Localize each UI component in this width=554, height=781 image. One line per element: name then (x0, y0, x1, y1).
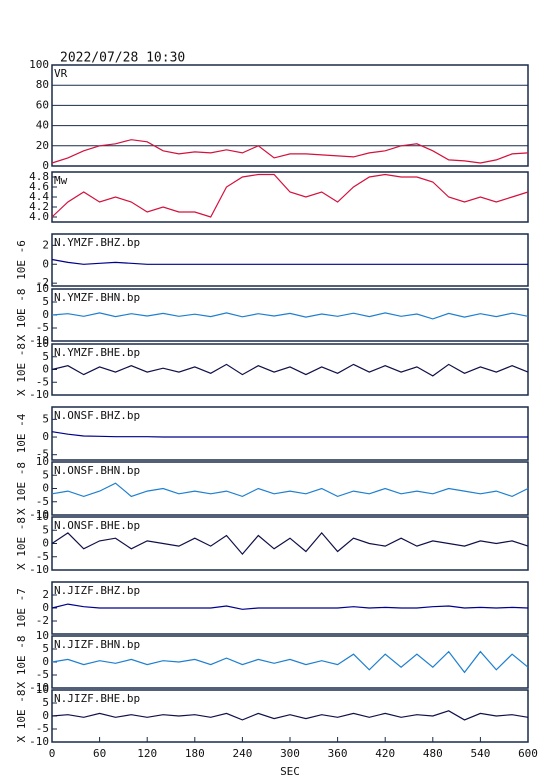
y-tick-label: 20 (36, 139, 49, 152)
y-tick-label: 0 (42, 601, 49, 614)
y-tick-label: 0 (42, 159, 49, 172)
y-tick-label: 10 (36, 629, 49, 642)
y-tick-label: 0 (42, 308, 49, 321)
series-line (51, 650, 529, 674)
y-tick-label: 0 (42, 430, 49, 443)
y-tick-label: 60 (36, 98, 49, 111)
y-axis-label: X 10E -8 (15, 517, 28, 570)
y-axis-label: 10E -6 (15, 240, 28, 280)
y-tick-label: 0 (42, 482, 49, 495)
panel-frame (51, 64, 529, 167)
y-tick-label: 0 (42, 655, 49, 668)
panel-title: N.JIZF.BHZ.bp (54, 584, 140, 597)
x-tick-label: 540 (470, 747, 490, 760)
x-tick-label: 60 (93, 747, 106, 760)
x-tick-label: 600 (518, 747, 538, 760)
y-tick-label: -5 (36, 550, 49, 563)
y-axis-label: 10E -7 (15, 588, 28, 628)
x-tick-label: 480 (423, 747, 443, 760)
y-tick-label: -10 (29, 508, 49, 521)
y-tick-label: 80 (36, 78, 49, 91)
y-tick-label: 100 (29, 58, 49, 71)
y-tick-label: -5 (36, 495, 49, 508)
y-tick-label: -10 (29, 563, 49, 576)
y-tick-label: 10 (36, 510, 49, 523)
y-tick-label: -5 (36, 448, 49, 461)
y-tick-label: 4.4 (29, 190, 49, 203)
series-line (51, 603, 529, 610)
y-tick-label: -2 (36, 276, 49, 289)
y-tick-label: 0 (42, 257, 49, 270)
series-line (51, 139, 529, 164)
x-tick-label: 180 (185, 747, 205, 760)
y-tick-label: -10 (29, 735, 49, 748)
panel-title: N.ONSF.BHN.bp (54, 464, 140, 477)
y-tick-label: 5 (42, 523, 49, 536)
panel-title: N.ONSF.BHE.bp (54, 519, 140, 532)
y-axis-label: X 10E -8 (15, 690, 28, 743)
series-line (51, 258, 528, 265)
y-tick-label: 2 (42, 588, 49, 601)
y-tick-label: 10 (36, 683, 49, 696)
x-tick-label: 120 (137, 747, 157, 760)
y-tick-label: -10 (29, 334, 49, 347)
series-line (51, 431, 528, 438)
y-tick-label: 5 (42, 468, 49, 481)
series-line (51, 710, 529, 721)
y-tick-label: 5 (42, 295, 49, 308)
series-line (51, 312, 529, 320)
panel-title: N.JIZF.BHN.bp (54, 638, 140, 651)
y-tick-label: -5 (36, 722, 49, 735)
x-tick-label: 300 (280, 747, 300, 760)
panel-title: Mw (54, 174, 68, 187)
y-tick-label: 2 (42, 238, 49, 251)
y-tick-label: 4.2 (29, 200, 49, 213)
y-tick-label: 5 (42, 696, 49, 709)
y-axis-label: X 10E -8 (15, 462, 28, 515)
x-tick-label: 240 (232, 747, 252, 760)
series-line (51, 173, 529, 218)
panel-title: N.YMZF.BHE.bp (54, 346, 140, 359)
y-tick-label: 0 (42, 537, 49, 550)
panel-title: VR (54, 67, 68, 80)
series-line (51, 482, 529, 498)
y-tick-label: -10 (29, 388, 49, 401)
y-tick-label: 10 (36, 337, 49, 350)
panel-title: N.JIZF.BHE.bp (54, 692, 140, 705)
x-tick-label: 0 (49, 747, 56, 760)
x-axis-label: SEC (280, 765, 300, 778)
x-tick-label: 420 (375, 747, 395, 760)
y-tick-label: 5 (42, 642, 49, 655)
y-axis-label: X 10E -8 (15, 289, 28, 342)
y-tick-label: 4.8 (29, 170, 49, 183)
y-tick-label: 0 (42, 363, 49, 376)
y-tick-label: -5 (36, 321, 49, 334)
y-tick-label: -5 (36, 375, 49, 388)
y-axis-label: X 10E -8 (15, 343, 28, 396)
y-tick-label: 5 (42, 350, 49, 363)
panel-title: N.YMZF.BHZ.bp (54, 236, 140, 249)
y-tick-label: -5 (36, 668, 49, 681)
y-tick-label: 40 (36, 119, 49, 132)
series-line (51, 531, 529, 556)
y-tick-label: 10 (36, 282, 49, 295)
y-tick-label: -2 (36, 614, 49, 627)
y-tick-label: -10 (29, 681, 49, 694)
y-tick-label: 4.0 (29, 210, 49, 223)
timestamp: 2022/07/28 10:30 (60, 51, 185, 66)
x-tick-label: 360 (328, 747, 348, 760)
panel-frame (51, 171, 529, 223)
panel-title: N.YMZF.BHN.bp (54, 291, 140, 304)
y-tick-label: 10 (36, 455, 49, 468)
panel-title: N.ONSF.BHZ.bp (54, 409, 140, 422)
y-tick-label: 4.6 (29, 180, 49, 193)
y-axis-label: X 10E -8 (15, 636, 28, 689)
y-axis-label: 10E -4 (15, 413, 28, 453)
y-tick-label: 5 (42, 412, 49, 425)
y-tick-label: 0 (42, 709, 49, 722)
panel-frame (51, 406, 529, 461)
series-line (51, 363, 529, 377)
